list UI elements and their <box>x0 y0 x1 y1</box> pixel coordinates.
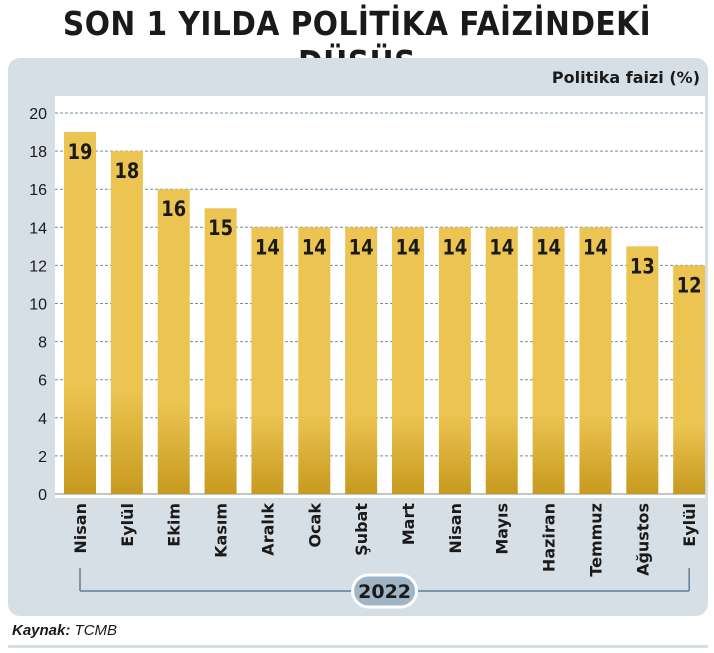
source-value: TCMB <box>74 622 118 639</box>
y-tick-label: 14 <box>29 220 47 237</box>
x-category-label: Kasım <box>212 503 231 558</box>
bar-value-label: 14 <box>489 235 514 260</box>
bar <box>345 227 378 495</box>
bar-value-label: 14 <box>442 235 467 260</box>
bar <box>204 208 237 494</box>
x-category-label: Ekim <box>165 503 184 547</box>
bar-value-label: 14 <box>302 235 327 260</box>
bar-value-label: 13 <box>630 254 655 279</box>
bar <box>110 151 143 494</box>
y-axis-unit-label: Politika faizi (%) <box>551 68 700 87</box>
bar <box>251 227 284 495</box>
bar <box>392 227 425 495</box>
y-tick-label: 20 <box>29 106 47 123</box>
bar <box>579 227 612 495</box>
bar-value-label: 14 <box>255 235 280 260</box>
y-tick-label: 4 <box>38 411 47 428</box>
bottom-divider <box>8 645 708 648</box>
y-tick-label: 12 <box>29 258 47 275</box>
bar-value-label: 12 <box>677 273 702 298</box>
bar-value-label: 14 <box>396 235 421 260</box>
bar-value-label: 14 <box>536 235 561 260</box>
y-tick-label: 8 <box>38 335 47 352</box>
x-category-label: Eylül <box>118 503 137 547</box>
x-category-label: Ocak <box>305 503 324 548</box>
bar <box>485 227 518 495</box>
x-category-label: Haziran <box>540 503 559 572</box>
y-tick-label: 18 <box>29 144 47 161</box>
bar-value-label: 14 <box>583 235 608 260</box>
x-category-label: Nisan <box>71 503 90 554</box>
source-note: Kaynak: TCMB <box>12 622 117 639</box>
x-category-label: Ağustos <box>633 503 652 576</box>
bar-value-label: 16 <box>161 197 186 222</box>
y-tick-label: 10 <box>29 297 47 314</box>
x-category-label: Mayıs <box>493 503 512 555</box>
bar <box>298 227 331 495</box>
source-label: Kaynak: <box>12 622 71 639</box>
x-category-label: Şubat <box>352 503 371 556</box>
y-tick-label: 2 <box>38 449 47 466</box>
bar-value-label: 19 <box>68 140 93 165</box>
bar <box>438 227 471 495</box>
x-category-label: Aralık <box>258 503 277 556</box>
bar-value-label: 18 <box>114 159 139 184</box>
x-category-label: Nisan <box>446 503 465 554</box>
year-label: 2022 <box>358 581 411 603</box>
bar <box>673 265 706 494</box>
y-tick-label: 0 <box>38 487 47 504</box>
x-category-label: Mart <box>399 503 418 546</box>
bar <box>157 189 190 494</box>
bar <box>626 246 659 494</box>
x-category-label: Eylül <box>680 503 699 547</box>
x-category-label: Temmuz <box>586 503 605 577</box>
bar <box>532 227 565 495</box>
y-tick-label: 16 <box>29 182 47 199</box>
year-badge <box>351 573 419 609</box>
y-tick-label: 6 <box>38 373 47 390</box>
bar-value-label: 15 <box>208 216 233 241</box>
bar <box>64 132 96 495</box>
bar-value-label: 14 <box>349 235 374 260</box>
